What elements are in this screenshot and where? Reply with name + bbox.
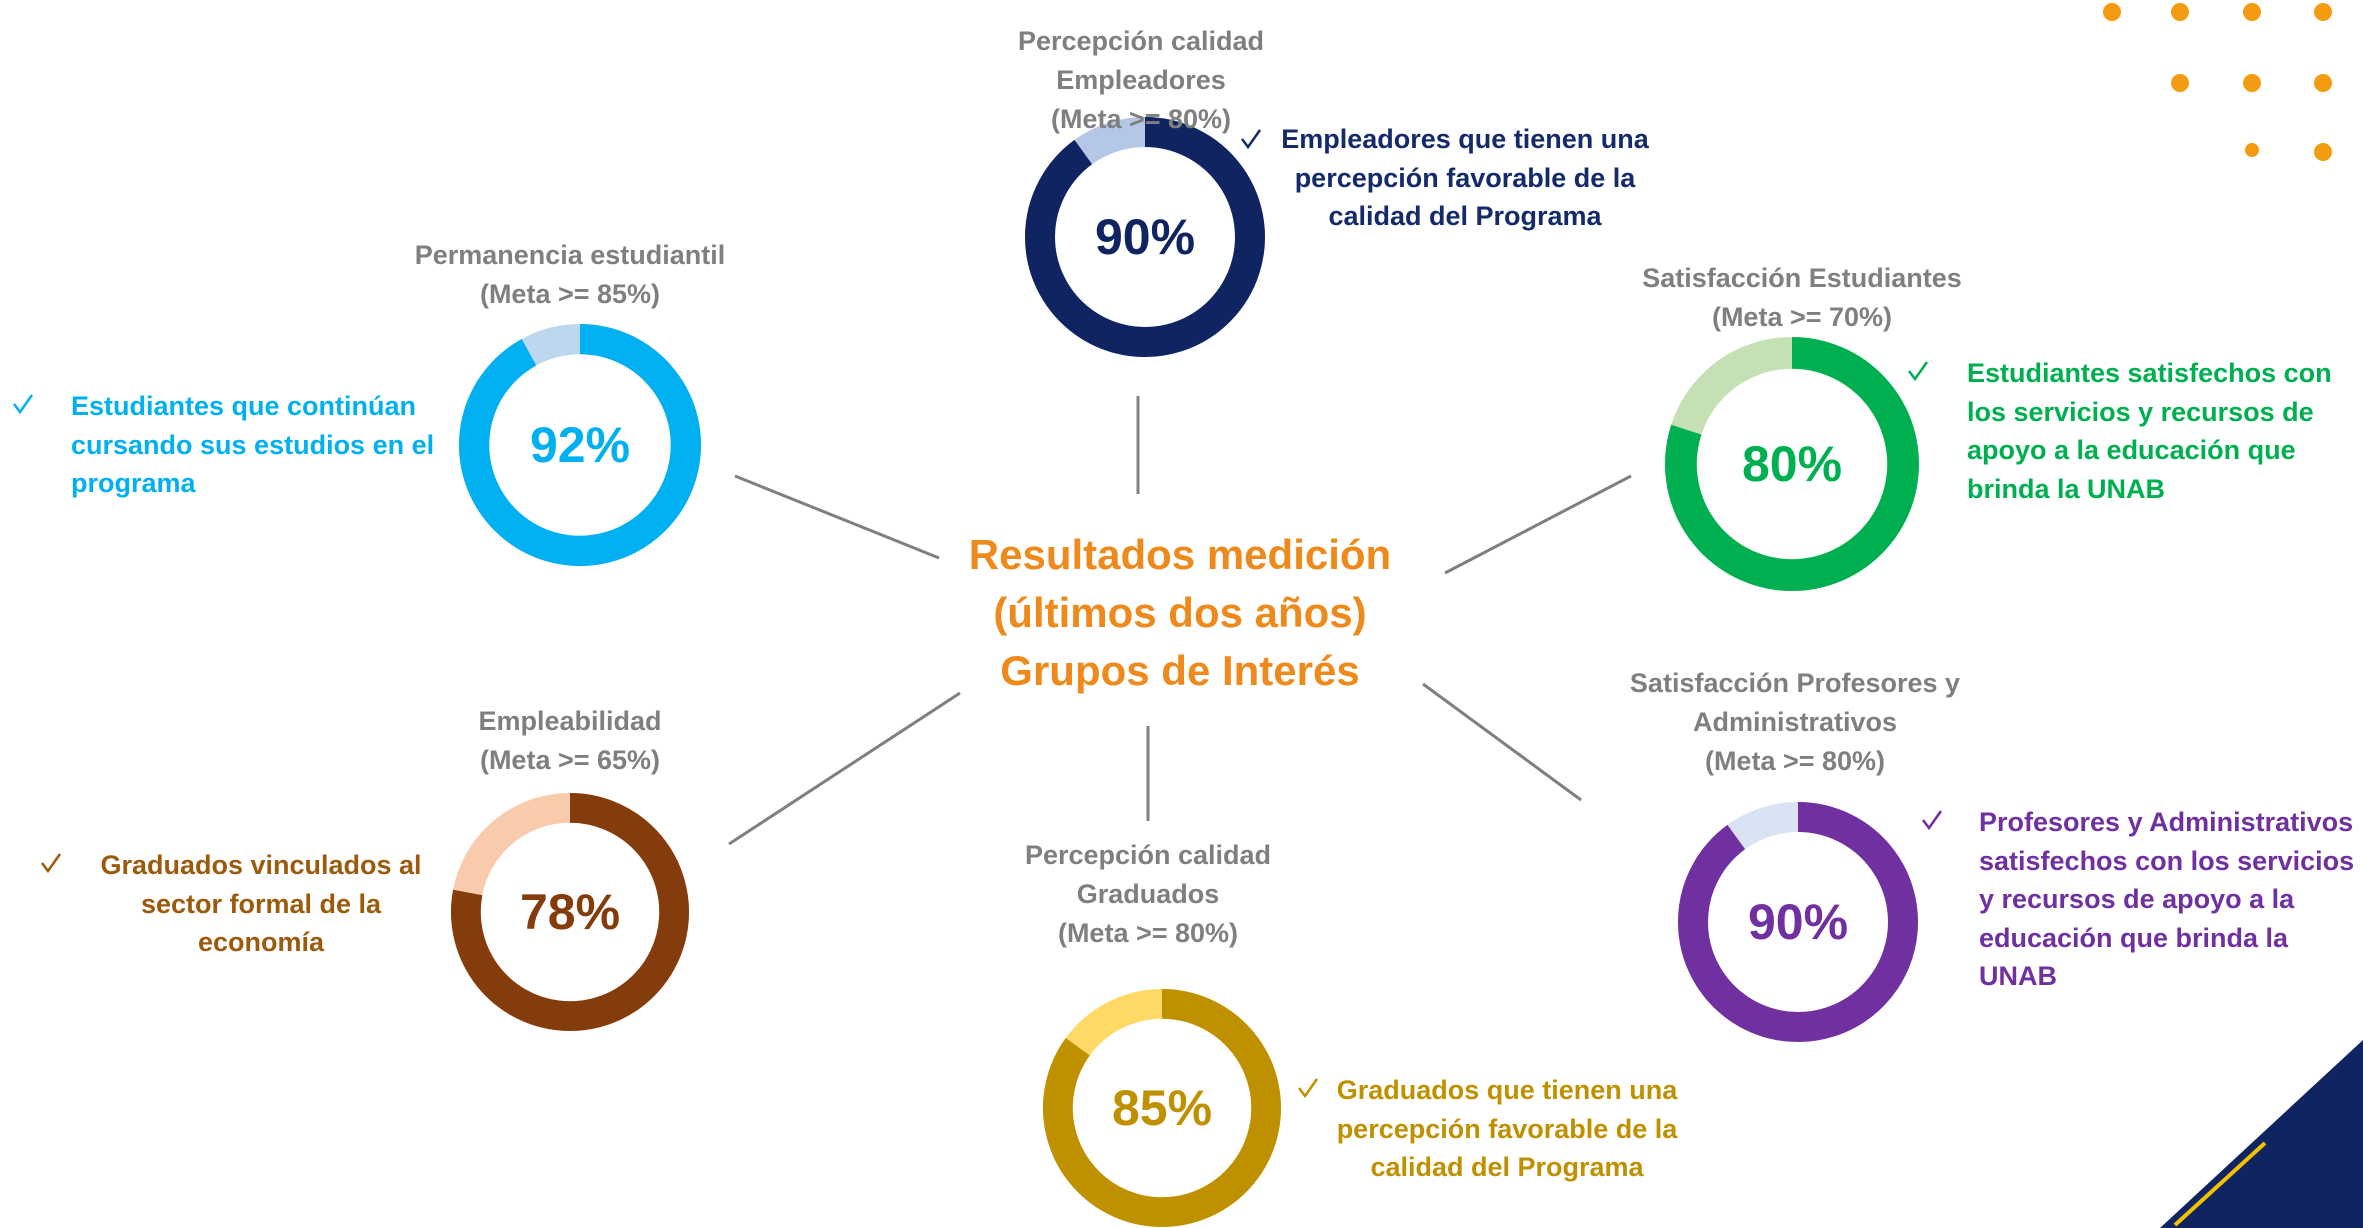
donut-arc [1665,337,1919,591]
title-line: (últimos dos años) [993,589,1367,636]
donut-arc [1043,989,1281,1227]
donut-title: Percepción calidad Graduados [1024,840,1272,909]
donut-title: Satisfacción Estudiantes [1642,263,1962,293]
decor-dots [2103,3,2332,161]
check-icon [1298,1078,1319,1099]
donut-arc [1678,802,1918,1042]
donut-title: Satisfacción Profesores y Administrativo… [1629,668,1961,737]
donut-arc [1025,117,1265,357]
value-label: 92% [530,417,630,473]
title-line: Resultados medición [968,531,1392,578]
connectors [728,396,1632,846]
decor-triangle [2160,1040,2363,1228]
check-icon [1241,129,1262,150]
check-icon [1908,361,1929,382]
annotation: Graduados que tienen una percepción favo… [1336,1075,1678,1182]
decor-line [2173,1141,2267,1227]
check-icon [1922,810,1943,831]
donut-subtitle: (Meta >= 70%) [1711,302,1893,332]
donut-subtitle: (Meta >= 65%) [479,745,661,775]
value-label: 90% [1095,209,1195,265]
donut-title: Permanencia estudiantil [414,240,726,270]
value-label: 80% [1742,436,1842,492]
annotation: Estudiantes que continúan cursando sus e… [71,391,435,498]
value-label: 85% [1112,1080,1212,1136]
annotation: Profesores y Administrativos satisfechos… [1979,807,2355,991]
center-title: Resultados medición (últimos dos años) G… [830,526,1530,700]
donut-arc [459,324,701,566]
donut-subtitle: (Meta >= 80%) [1050,104,1232,134]
donut-subtitle: (Meta >= 85%) [479,279,661,309]
donut-arc [451,793,689,1031]
annotation: Graduados vinculados al sector formal de… [100,850,422,957]
check-icon [41,853,62,874]
donut-title: Percepción calidad Empleadores [1017,26,1265,95]
annotation: Estudiantes satisfechos con los servicio… [1967,358,2332,504]
donut-subtitle: (Meta >= 80%) [1057,918,1239,948]
value-label: 78% [520,884,620,940]
value-label: 90% [1748,894,1848,950]
donut-title: Empleabilidad [478,706,662,736]
annotation: Empleadores que tienen una percepción fa… [1281,124,1649,231]
title-line: Grupos de Interés [1000,647,1360,694]
donut-subtitle: (Meta >= 80%) [1704,746,1886,776]
check-icon [13,394,34,415]
